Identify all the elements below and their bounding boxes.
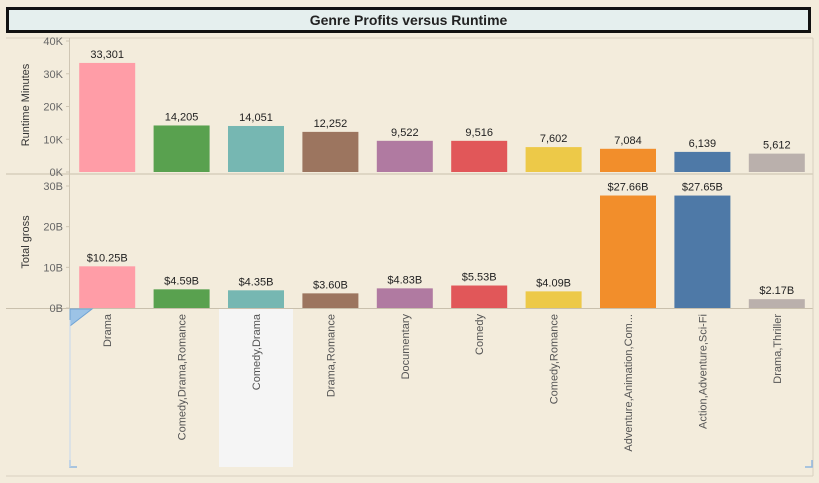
category-label-comedy-drama[interactable]: Comedy,Drama [251,313,263,390]
data-label: $27.66B [608,182,649,194]
data-label: 14,051 [239,112,273,124]
bar-drama-thriller[interactable] [748,299,805,308]
data-label: $4.83B [387,274,422,286]
bar-documentary[interactable] [376,140,433,172]
y-tick-label: 30K [43,69,63,81]
category-label-action-adventure-sci-fi[interactable]: Action,Adventure,Sci-Fi [697,314,709,429]
category-label-drama-romance[interactable]: Drama,Romance [325,314,337,397]
data-label: $5.53B [462,272,497,284]
bar-comedy-romance[interactable] [525,291,582,308]
highlighted-category-band [219,309,293,467]
selection-hatch-marker [69,308,94,328]
bar-comedy-drama-romance[interactable] [153,289,210,308]
data-label: $27.65B [682,182,723,194]
category-label-adventure-animation-com[interactable]: Adventure,Animation,Com... [623,314,635,452]
bar-drama[interactable] [79,266,136,308]
bar-comedy-drama[interactable] [228,125,284,172]
bar-documentary[interactable] [376,288,433,308]
category-label-drama-thriller[interactable]: Drama,Thriller [772,314,784,384]
y-tick-label: 10B [43,262,63,274]
y-axis-title-total-gross: Total gross [20,215,32,269]
selection-corner-bottom-right [805,460,813,468]
bar-drama-romance[interactable] [302,293,359,308]
data-label: 5,612 [763,140,791,152]
category-label-comedy-romance[interactable]: Comedy,Romance [549,314,561,404]
y-tick-label: 20K [43,102,63,114]
data-label: 9,516 [465,127,493,139]
bar-drama-romance[interactable] [302,131,359,172]
bar-comedy[interactable] [451,140,508,172]
bar-action-adventure-sci-fi[interactable] [674,195,731,308]
data-label: 14,205 [165,111,199,123]
data-label: $10.25B [87,252,128,264]
data-label: 9,522 [391,127,419,139]
data-label: $4.59B [164,275,199,287]
bar-adventure-animation-com[interactable] [600,148,656,172]
category-label-drama[interactable]: Drama [102,313,114,347]
y-tick-label: 10K [43,134,63,146]
chart-title: Genre Profits versus Runtime [309,12,508,28]
data-label: $3.60B [313,279,348,291]
bar-comedy-drama-romance[interactable] [153,125,210,172]
category-label-comedy[interactable]: Comedy [474,314,486,355]
data-label: 7,084 [614,135,642,147]
data-label: 7,602 [540,133,568,145]
y-tick-label: 0B [50,303,63,315]
bar-comedy[interactable] [451,285,508,308]
data-label: $4.35B [239,276,274,288]
bar-drama-thriller[interactable] [748,153,805,172]
data-label: 33,301 [90,49,124,61]
y-tick-label: 40K [43,36,63,48]
data-label: $2.17B [759,285,794,297]
data-label: $4.09B [536,277,571,289]
data-label: 12,252 [314,118,348,130]
bar-action-adventure-sci-fi[interactable] [674,151,731,172]
y-tick-label: 30B [43,181,63,193]
bar-comedy-romance[interactable] [525,147,582,172]
data-label: 6,139 [689,138,717,150]
bar-drama[interactable] [79,62,136,172]
y-tick-label: 0K [50,167,64,179]
category-label-comedy-drama-romance[interactable]: Comedy,Drama,Romance [177,314,189,440]
chart-title-box: Genre Profits versus Runtime [6,7,811,33]
category-label-documentary[interactable]: Documentary [400,314,412,380]
bar-adventure-animation-com[interactable] [600,195,656,308]
bar-comedy-drama[interactable] [228,290,284,308]
selection-corner-bottom-left [69,460,77,468]
y-axis-title-runtime-minutes: Runtime Minutes [20,63,32,146]
y-tick-label: 20B [43,222,63,234]
